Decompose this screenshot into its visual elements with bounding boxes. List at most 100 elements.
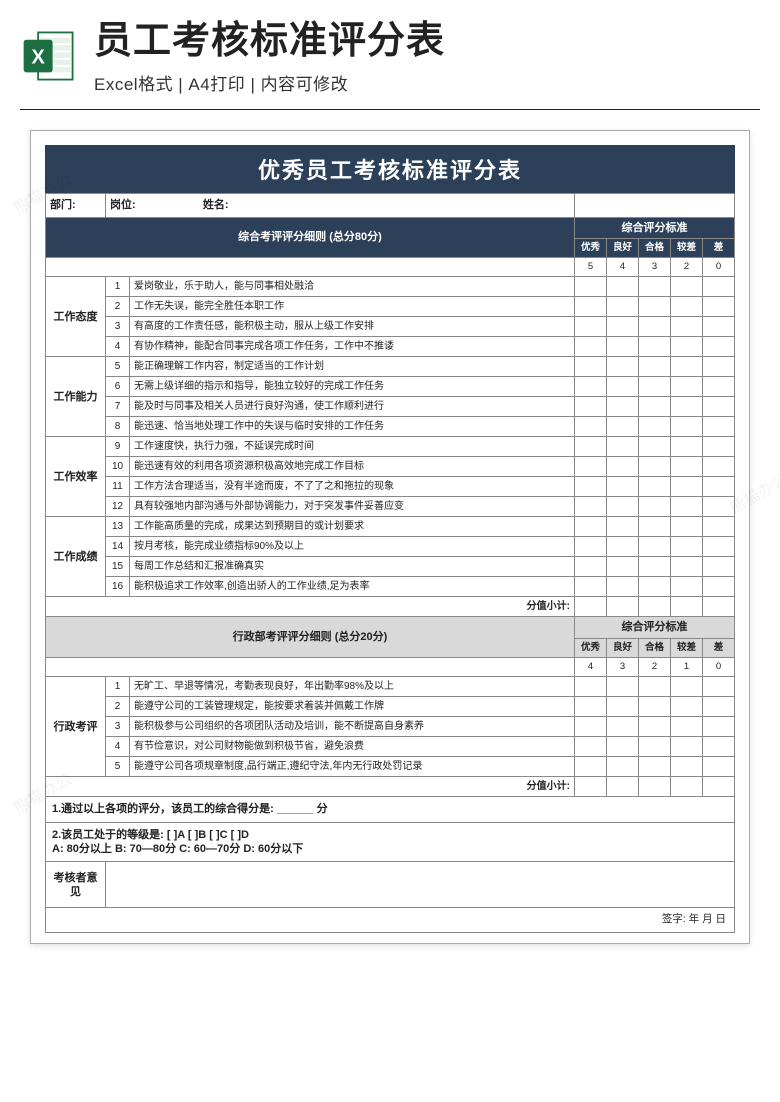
score-cell[interactable]	[670, 397, 702, 417]
score-cell[interactable]	[638, 437, 670, 457]
score-cell[interactable]	[638, 757, 670, 777]
score-cell[interactable]	[670, 577, 702, 597]
score-cell[interactable]	[606, 437, 638, 457]
score-cell[interactable]	[574, 757, 606, 777]
score-cell[interactable]	[606, 677, 638, 697]
score-cell[interactable]	[606, 557, 638, 577]
score-cell[interactable]	[606, 737, 638, 757]
score-cell[interactable]	[670, 677, 702, 697]
score-cell[interactable]	[606, 357, 638, 377]
score-cell[interactable]	[574, 737, 606, 757]
score-cell[interactable]	[574, 497, 606, 517]
score-cell[interactable]	[638, 717, 670, 737]
score-cell[interactable]	[574, 557, 606, 577]
score-cell[interactable]	[702, 677, 734, 697]
score-cell[interactable]	[574, 437, 606, 457]
score-cell[interactable]	[574, 577, 606, 597]
score-cell[interactable]	[606, 477, 638, 497]
score-cell[interactable]	[670, 457, 702, 477]
score-cell[interactable]	[638, 477, 670, 497]
score-cell[interactable]	[670, 737, 702, 757]
score-cell[interactable]	[702, 577, 734, 597]
score-cell[interactable]	[702, 397, 734, 417]
score-cell[interactable]	[702, 477, 734, 497]
score-cell[interactable]	[638, 337, 670, 357]
score-cell[interactable]	[702, 317, 734, 337]
score-cell[interactable]	[670, 377, 702, 397]
score-cell[interactable]	[606, 397, 638, 417]
score-cell[interactable]	[638, 497, 670, 517]
score-cell[interactable]	[670, 497, 702, 517]
score-cell[interactable]	[606, 417, 638, 437]
score-cell[interactable]	[702, 537, 734, 557]
score-cell[interactable]	[638, 557, 670, 577]
score-cell[interactable]	[606, 697, 638, 717]
score-cell[interactable]	[638, 397, 670, 417]
score-cell[interactable]	[574, 537, 606, 557]
score-cell[interactable]	[670, 477, 702, 497]
score-cell[interactable]	[574, 357, 606, 377]
score-cell[interactable]	[702, 697, 734, 717]
score-cell[interactable]	[606, 717, 638, 737]
score-cell[interactable]	[574, 277, 606, 297]
score-cell[interactable]	[574, 517, 606, 537]
score-cell[interactable]	[702, 297, 734, 317]
score-cell[interactable]	[702, 357, 734, 377]
score-cell[interactable]	[574, 697, 606, 717]
score-cell[interactable]	[702, 717, 734, 737]
score-cell[interactable]	[670, 337, 702, 357]
score-cell[interactable]	[606, 457, 638, 477]
score-cell[interactable]	[574, 337, 606, 357]
score-cell[interactable]	[606, 317, 638, 337]
score-cell[interactable]	[574, 457, 606, 477]
score-cell[interactable]	[702, 437, 734, 457]
score-cell[interactable]	[670, 757, 702, 777]
score-cell[interactable]	[702, 457, 734, 477]
score-cell[interactable]	[574, 397, 606, 417]
score-cell[interactable]	[638, 417, 670, 437]
score-cell[interactable]	[574, 377, 606, 397]
score-cell[interactable]	[670, 717, 702, 737]
score-cell[interactable]	[670, 537, 702, 557]
score-cell[interactable]	[670, 437, 702, 457]
score-cell[interactable]	[638, 377, 670, 397]
score-cell[interactable]	[606, 537, 638, 557]
score-cell[interactable]	[574, 677, 606, 697]
score-cell[interactable]	[606, 497, 638, 517]
score-cell[interactable]	[670, 557, 702, 577]
score-cell[interactable]	[702, 737, 734, 757]
score-cell[interactable]	[702, 377, 734, 397]
score-cell[interactable]	[574, 297, 606, 317]
score-cell[interactable]	[606, 757, 638, 777]
score-cell[interactable]	[574, 717, 606, 737]
score-cell[interactable]	[702, 557, 734, 577]
score-cell[interactable]	[670, 417, 702, 437]
score-cell[interactable]	[702, 417, 734, 437]
score-cell[interactable]	[638, 517, 670, 537]
score-cell[interactable]	[638, 277, 670, 297]
score-cell[interactable]	[702, 497, 734, 517]
score-cell[interactable]	[670, 297, 702, 317]
score-cell[interactable]	[670, 357, 702, 377]
score-cell[interactable]	[606, 337, 638, 357]
score-cell[interactable]	[670, 697, 702, 717]
score-cell[interactable]	[638, 457, 670, 477]
score-cell[interactable]	[702, 337, 734, 357]
score-cell[interactable]	[638, 537, 670, 557]
score-cell[interactable]	[638, 317, 670, 337]
score-cell[interactable]	[638, 577, 670, 597]
score-cell[interactable]	[702, 517, 734, 537]
score-cell[interactable]	[638, 297, 670, 317]
score-cell[interactable]	[574, 477, 606, 497]
score-cell[interactable]	[638, 697, 670, 717]
score-cell[interactable]	[606, 577, 638, 597]
score-cell[interactable]	[638, 677, 670, 697]
score-cell[interactable]	[574, 317, 606, 337]
score-cell[interactable]	[574, 417, 606, 437]
score-cell[interactable]	[638, 737, 670, 757]
score-cell[interactable]	[606, 297, 638, 317]
score-cell[interactable]	[606, 377, 638, 397]
score-cell[interactable]	[670, 517, 702, 537]
score-cell[interactable]	[670, 317, 702, 337]
score-cell[interactable]	[670, 277, 702, 297]
